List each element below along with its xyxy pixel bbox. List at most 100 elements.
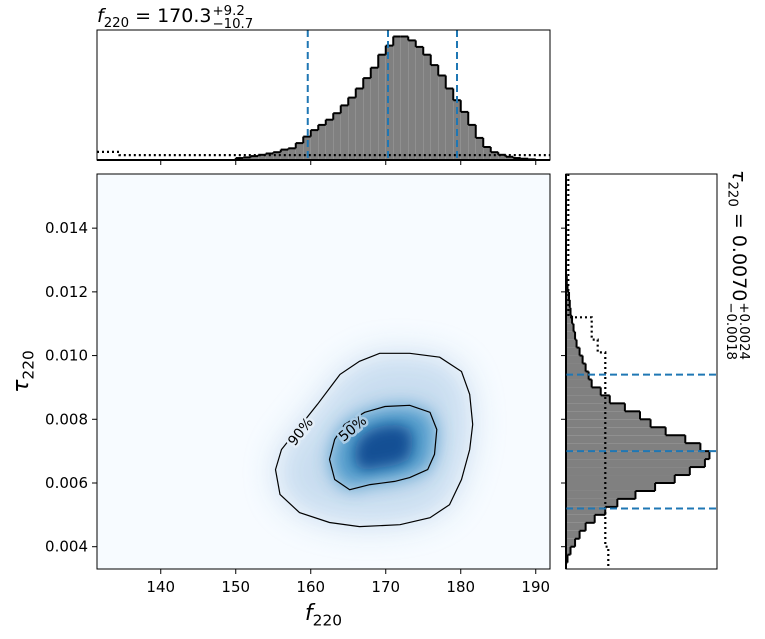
bar xyxy=(566,538,576,547)
label-symbol: f xyxy=(305,601,316,626)
bar xyxy=(348,97,356,160)
bar xyxy=(340,105,349,160)
contour-line xyxy=(328,404,438,491)
y-tick-label: 0.012 xyxy=(45,283,88,301)
title-upper: +9.2 xyxy=(213,4,245,19)
histogram xyxy=(97,30,550,161)
bar xyxy=(363,78,371,160)
bar xyxy=(566,387,601,396)
title-upper: +0.0024 xyxy=(736,302,751,360)
bar xyxy=(483,147,491,160)
y-tick-label: 0.006 xyxy=(45,474,88,492)
bar xyxy=(415,46,424,160)
bar xyxy=(566,435,686,444)
bar xyxy=(566,459,705,468)
bar xyxy=(566,355,583,364)
bar xyxy=(566,475,675,483)
bar xyxy=(310,130,319,160)
bar xyxy=(566,443,701,452)
bar xyxy=(393,36,401,160)
title-text: = 0.0070 xyxy=(728,207,750,301)
bar xyxy=(566,379,592,388)
x-tick-label: 140 xyxy=(146,578,175,596)
bar xyxy=(295,143,304,160)
bar xyxy=(258,154,266,160)
x-tick-label: 180 xyxy=(446,578,475,596)
rotated-title: τ220 = 0.0070+0.0024−0.0018 xyxy=(723,170,751,360)
bar xyxy=(445,88,454,160)
bar xyxy=(566,522,586,531)
bar xyxy=(370,67,379,160)
title-symbol: τ xyxy=(728,170,750,182)
bar xyxy=(566,403,625,412)
bar xyxy=(303,136,311,160)
bar xyxy=(566,331,576,340)
y-tick-label: 0.010 xyxy=(45,347,88,365)
bar xyxy=(566,299,570,308)
bar xyxy=(243,157,251,160)
bar xyxy=(566,347,580,356)
axis-label: τ220 xyxy=(9,350,38,393)
x-tick-label: 170 xyxy=(371,578,400,596)
bar xyxy=(430,65,439,160)
bar xyxy=(423,54,431,161)
bar xyxy=(566,546,571,555)
bar xyxy=(566,363,586,372)
bar xyxy=(566,530,580,539)
bar xyxy=(265,153,274,160)
bar xyxy=(408,40,416,160)
title-lower: −0.0018 xyxy=(723,302,738,360)
bar xyxy=(566,451,710,460)
panel-title: τ220 = 0.0070 xyxy=(724,170,750,301)
bar xyxy=(566,498,618,507)
bar xyxy=(566,506,606,515)
bar xyxy=(566,427,666,436)
bar xyxy=(566,315,573,324)
bar xyxy=(468,124,476,160)
bar xyxy=(566,323,574,332)
x-tick-label: 150 xyxy=(221,578,250,596)
title-subscript: 220 xyxy=(104,16,129,31)
label-symbol: τ xyxy=(9,379,34,393)
bar xyxy=(318,124,326,160)
bar xyxy=(325,119,334,160)
bar xyxy=(400,36,409,160)
bar xyxy=(498,154,506,160)
bar xyxy=(566,490,636,499)
y-tick-label: 0.014 xyxy=(45,219,88,237)
prior-line xyxy=(97,150,550,157)
title-lower: −10.7 xyxy=(213,17,254,32)
bar xyxy=(273,152,281,160)
contour-line xyxy=(274,352,474,528)
title-symbol: f xyxy=(97,5,107,27)
axis-label: f220 xyxy=(305,601,342,630)
bar xyxy=(566,514,595,523)
panel-frame xyxy=(96,29,551,161)
x-tick-label: 190 xyxy=(521,578,550,596)
bar xyxy=(385,45,394,160)
bar xyxy=(288,148,296,160)
label-subscript: 220 xyxy=(313,612,342,630)
bar xyxy=(566,467,690,476)
bar xyxy=(438,75,446,160)
bar xyxy=(566,395,610,404)
label-subscript: 220 xyxy=(20,350,38,379)
title-subscript: 220 xyxy=(724,181,739,206)
density-core xyxy=(353,424,413,472)
y-tick-label: 0.008 xyxy=(45,410,88,428)
panel-title: f220 = 170.3 xyxy=(97,5,212,31)
x-tick-label: 160 xyxy=(296,578,325,596)
title-text: = 170.3 xyxy=(129,5,211,27)
bar xyxy=(460,111,469,160)
bar xyxy=(566,482,656,491)
bar xyxy=(566,339,577,348)
bar xyxy=(566,307,571,316)
bar xyxy=(475,137,484,160)
bar xyxy=(333,113,341,160)
bar xyxy=(250,156,259,160)
y-tick-label: 0.004 xyxy=(45,538,88,556)
bar xyxy=(566,419,651,428)
histogram xyxy=(565,174,717,569)
